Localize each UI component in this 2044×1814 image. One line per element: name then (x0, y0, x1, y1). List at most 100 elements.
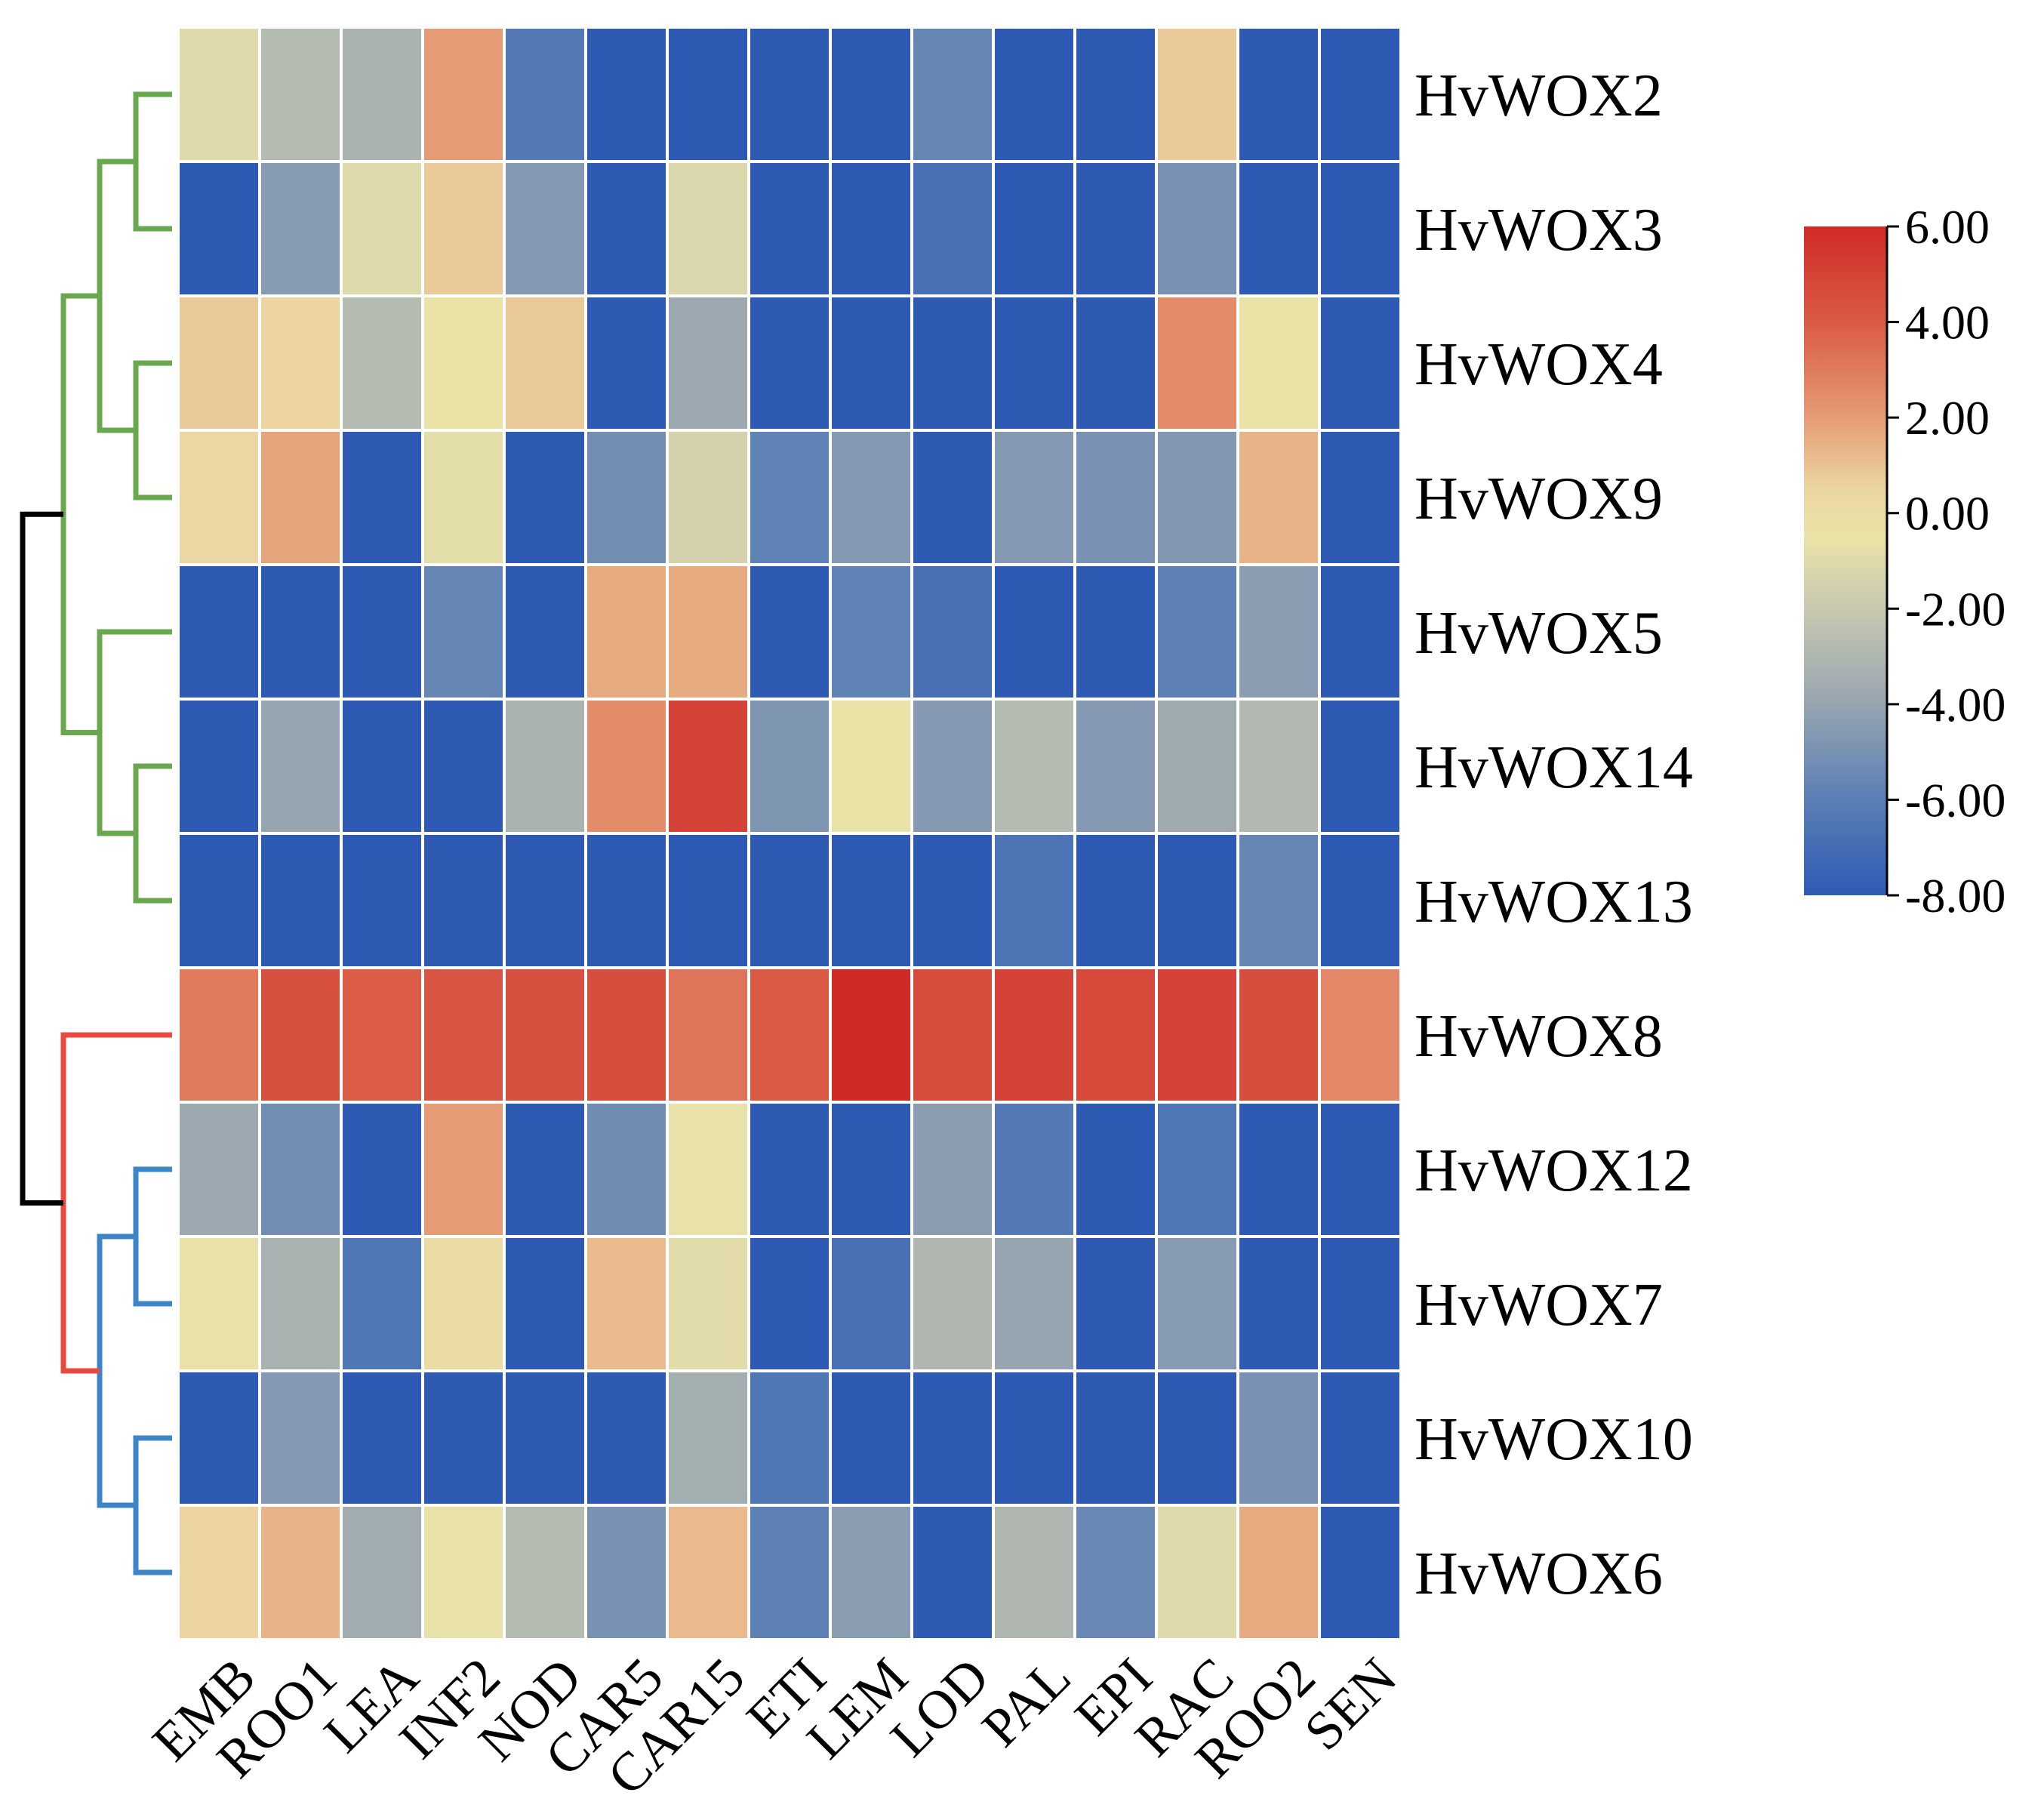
row-label-HvWOX3: HvWOX3 (1414, 197, 1663, 263)
dendro-link-wox8-blue (60, 1032, 172, 1374)
heatmap-cell-HvWOX8-PAL (992, 966, 1076, 1104)
heatmap-cell-HvWOX14-CAR15 (666, 698, 750, 835)
column-label-SEN: SEN (1293, 1646, 1408, 1762)
heatmap-cell-HvWOX4-ROO1 (258, 294, 343, 432)
heatmap-cell-HvWOX6-RAC (1155, 1504, 1239, 1641)
heatmap-cell-HvWOX4-LEA (340, 294, 424, 432)
heatmap-cell-HvWOX8-LEA (340, 966, 424, 1104)
heatmap-cell-HvWOX3-LEM (829, 160, 913, 297)
heatmap-cell-HvWOX9-ROO2 (1236, 429, 1321, 566)
heatmap-cell-HvWOX6-INF2 (421, 1504, 506, 1641)
heatmap-cell-HvWOX12-EPI (1073, 1101, 1158, 1238)
row-label-HvWOX9: HvWOX9 (1414, 466, 1663, 532)
heatmap-cell-HvWOX7-SEN (1318, 1235, 1402, 1372)
dendro-link-green-root (60, 293, 100, 735)
heatmap-cell-HvWOX12-LEA (340, 1101, 424, 1238)
heatmap-cell-HvWOX2-NOD (503, 26, 587, 163)
heatmap-cell-HvWOX9-LEA (340, 429, 424, 566)
heatmap-cell-HvWOX14-ROO1 (258, 698, 343, 835)
heatmap-cell-HvWOX2-EMB (177, 26, 261, 163)
heatmap-cell-HvWOX5-RAC (1155, 563, 1239, 701)
row-label-HvWOX14: HvWOX14 (1414, 735, 1693, 801)
heatmap-cell-HvWOX13-INF2 (421, 832, 506, 969)
heatmap-cell-HvWOX14-LOD (910, 698, 995, 835)
heatmap-cell-HvWOX13-LEA (340, 832, 424, 969)
heatmap-cell-HvWOX5-LOD (910, 563, 995, 701)
heatmap-cell-HvWOX4-CAR15 (666, 294, 750, 432)
heatmap-cell-HvWOX12-CAR5 (584, 1101, 669, 1238)
heatmap-cell-HvWOX7-NOD (503, 1235, 587, 1372)
colorbar-gradient (1804, 226, 1887, 895)
heatmap-cell-HvWOX13-CAR5 (584, 832, 669, 969)
heatmap-cell-HvWOX12-RAC (1155, 1101, 1239, 1238)
heatmap-cell-HvWOX2-CAR15 (666, 26, 750, 163)
heatmap-cell-HvWOX9-EMB (177, 429, 261, 566)
heatmap-cell-HvWOX3-CAR15 (666, 160, 750, 297)
heatmap-cell-HvWOX13-NOD (503, 832, 587, 969)
heatmap-cell-HvWOX6-NOD (503, 1504, 587, 1641)
heatmap-cell-HvWOX14-NOD (503, 698, 587, 835)
heatmap-cell-HvWOX13-ROO1 (258, 832, 343, 969)
heatmap-cell-HvWOX6-PAL (992, 1504, 1076, 1641)
heatmap-cell-HvWOX7-PAL (992, 1235, 1076, 1372)
colorbar-tick-label: 2.00 (1905, 391, 1990, 445)
heatmap-cell-HvWOX3-SEN (1318, 160, 1402, 297)
heatmap-cell-HvWOX10-NOD (503, 1369, 587, 1507)
heatmap-cell-HvWOX8-ROO1 (258, 966, 343, 1104)
heatmap-cell-HvWOX8-EPI (1073, 966, 1158, 1104)
heatmap-cell-HvWOX4-EMB (177, 294, 261, 432)
row-label-HvWOX10: HvWOX10 (1414, 1406, 1693, 1473)
heatmap-cell-HvWOX9-LOD (910, 429, 995, 566)
colorbar-tick-label: -2.00 (1905, 582, 2006, 636)
heatmap-cell-HvWOX6-LEM (829, 1504, 913, 1641)
row-labels: HvWOX2 HvWOX3 HvWOX4 HvWOX9 HvWOX5 HvWOX14 HvW… (1414, 63, 1693, 1607)
heatmap-cell-HvWOX3-EPI (1073, 160, 1158, 297)
heatmap-cell-HvWOX9-RAC (1155, 429, 1239, 566)
heatmap-cell-HvWOX12-LEM (829, 1101, 913, 1238)
heatmap-cell-HvWOX9-EPI (1073, 429, 1158, 566)
dendro-link-wox12-wox7 (133, 1166, 172, 1307)
heatmap-cell-HvWOX3-PAL (992, 160, 1076, 297)
colorbar-tick-label: -4.00 (1905, 678, 2006, 731)
heatmap-cell-HvWOX8-LOD (910, 966, 995, 1104)
heatmap-cell-HvWOX9-CAR5 (584, 429, 669, 566)
heatmap-cell-HvWOX3-CAR5 (584, 160, 669, 297)
row-label-HvWOX6: HvWOX6 (1414, 1541, 1663, 1607)
heatmap-cell-HvWOX6-ROO2 (1236, 1504, 1321, 1641)
heatmap-cell-HvWOX12-EMB (177, 1101, 261, 1238)
heatmap-cell-HvWOX5-SEN (1318, 563, 1402, 701)
heatmap-cell-HvWOX2-SEN (1318, 26, 1402, 163)
heatmap-cell-HvWOX8-INF2 (421, 966, 506, 1104)
heatmap-cell-HvWOX2-INF2 (421, 26, 506, 163)
heatmap-cell-HvWOX7-INF2 (421, 1235, 506, 1372)
heatmap-cell-HvWOX3-RAC (1155, 160, 1239, 297)
row-label-HvWOX4: HvWOX4 (1414, 331, 1663, 398)
heatmap-cell-HvWOX3-ROO1 (258, 160, 343, 297)
heatmap-cell-HvWOX14-PAL (992, 698, 1076, 835)
heatmap-cell-HvWOX8-ROO2 (1236, 966, 1321, 1104)
heatmap-cell-HvWOX8-EMB (177, 966, 261, 1104)
heatmap-cell-HvWOX3-ROO2 (1236, 160, 1321, 297)
heatmap-cell-HvWOX12-CAR15 (666, 1101, 750, 1238)
colorbar-tick-label: 0.00 (1905, 487, 1990, 541)
colorbar-legend: 6.00 4.00 2.00 0.00 -2.00 -4.00 -6.00 -8.00 (1804, 200, 2006, 922)
heatmap-cell-HvWOX6-ETI (747, 1504, 832, 1641)
heatmap-cell-HvWOX4-LOD (910, 294, 995, 432)
heatmap-cell-HvWOX9-LEM (829, 429, 913, 566)
colorbar-tick-label: 6.00 (1905, 200, 1990, 254)
heatmap-cell-HvWOX10-RAC (1155, 1369, 1239, 1507)
heatmap-cell-HvWOX13-PAL (992, 832, 1076, 969)
heatmap-cell-HvWOX13-SEN (1318, 832, 1402, 969)
heatmap-cell-HvWOX9-INF2 (421, 429, 506, 566)
heatmap-cell-HvWOX10-ROO1 (258, 1369, 343, 1507)
row-label-HvWOX12: HvWOX12 (1414, 1138, 1693, 1204)
heatmap-cell-HvWOX9-SEN (1318, 429, 1402, 566)
heatmap-cell-HvWOX4-ROO2 (1236, 294, 1321, 432)
heatmap-cell-HvWOX6-EPI (1073, 1504, 1158, 1641)
heatmap-cell-HvWOX14-EMB (177, 698, 261, 835)
heatmap-cell-HvWOX13-RAC (1155, 832, 1239, 969)
heatmap-cell-HvWOX14-SEN (1318, 698, 1402, 835)
row-dendrogram (20, 91, 172, 1575)
heatmap-cell-HvWOX10-EPI (1073, 1369, 1158, 1507)
